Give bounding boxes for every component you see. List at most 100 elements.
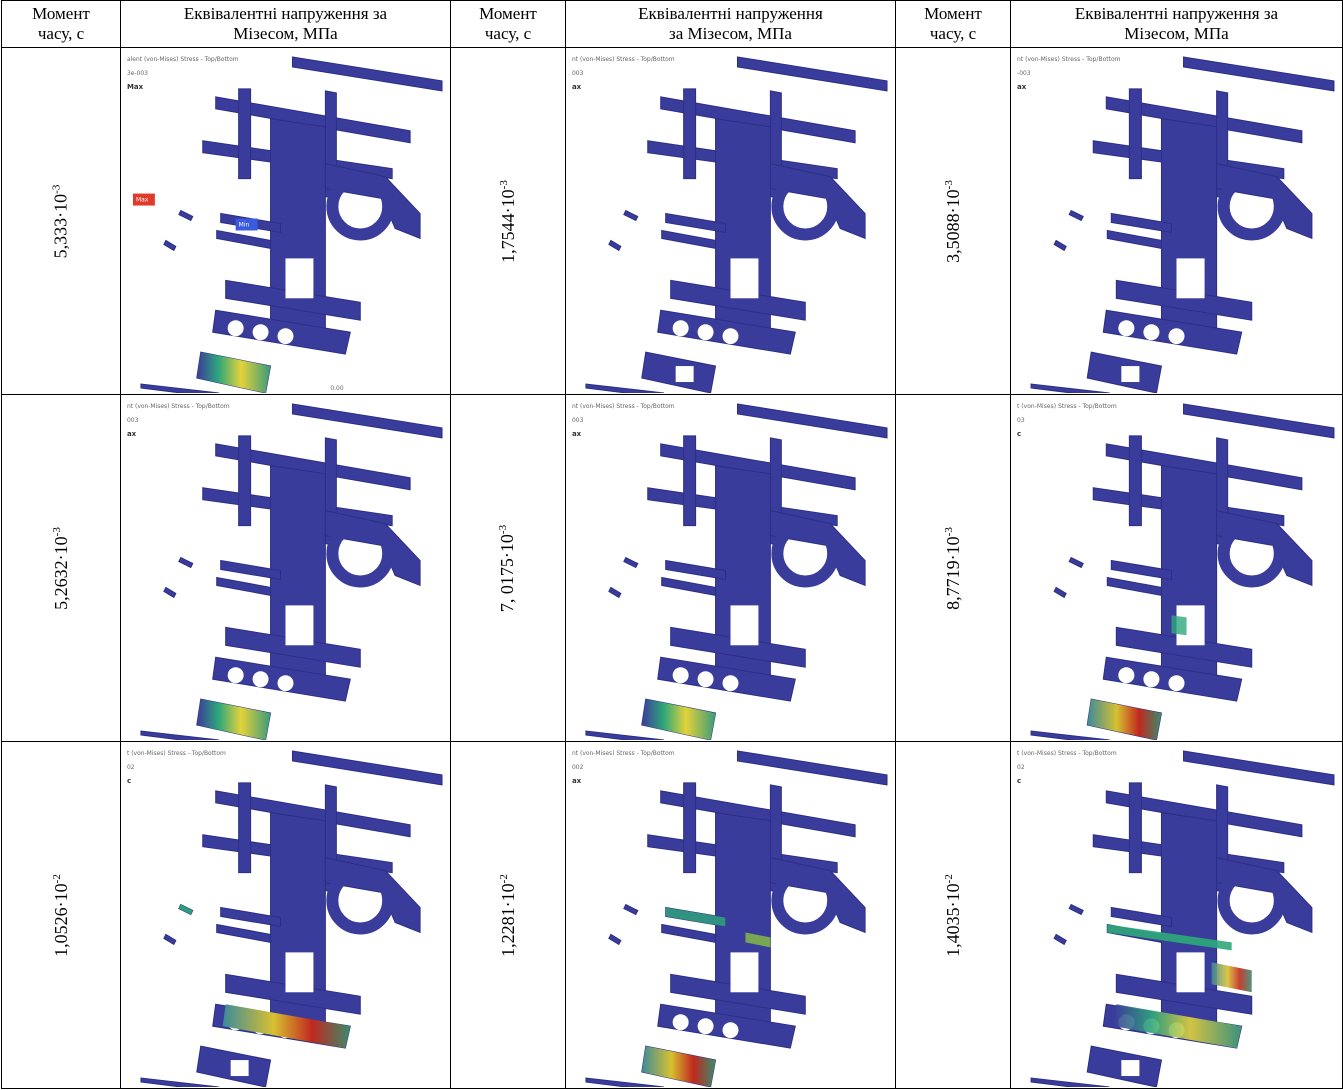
header-text: Момент bbox=[479, 4, 537, 23]
table-body: 5,333·10-3 alent (von-Mises) Stress - Top… bbox=[1, 47, 1343, 1089]
time-exponent: -3 bbox=[50, 526, 63, 536]
caption: nt (von-Mises) Stress - Top/Bottom bbox=[572, 403, 675, 410]
header-cell: Момент часу, с bbox=[450, 0, 566, 48]
caption-line: 02 bbox=[1017, 764, 1025, 771]
header-cell: Еквівалентні напруження за Мізесом, МПа bbox=[120, 0, 451, 48]
max-label: c bbox=[1017, 430, 1021, 438]
time-base: 1,2281·10 bbox=[497, 882, 518, 957]
time-base: 3,5088·10 bbox=[942, 188, 963, 263]
caption-line: -003 bbox=[1017, 70, 1031, 77]
stress-render: nt (von-Mises) Stress - Top/Bottom -003 ax bbox=[1017, 49, 1342, 393]
stress-render: t (von-Mises) Stress - Top/Bottom 03 c bbox=[1017, 396, 1342, 740]
time-cell: 5,333·10-3 bbox=[1, 47, 121, 395]
caption: t (von-Mises) Stress - Top/Bottom bbox=[127, 750, 226, 757]
image-cell: nt (von-Mises) Stress - Top/Bottom -003 ax bbox=[1010, 47, 1343, 395]
image-cell: t (von-Mises) Stress - Top/Bottom 02 c bbox=[120, 741, 451, 1089]
caption: nt (von-Mises) Stress - Top/Bottom bbox=[1017, 56, 1121, 63]
stress-zone bbox=[196, 699, 271, 740]
max-label: c bbox=[1017, 777, 1021, 785]
stress-zone bbox=[1171, 615, 1187, 636]
max-label: ax bbox=[572, 430, 582, 438]
stress-zone bbox=[665, 907, 726, 927]
header-text: Мізесом, МПа bbox=[1124, 24, 1229, 43]
stress-zone bbox=[178, 904, 193, 915]
header-text: Момент bbox=[924, 4, 982, 23]
caption: nt (von-Mises) Stress - Top/Bottom bbox=[127, 403, 230, 410]
caption-line: 003 bbox=[572, 417, 584, 424]
caption: t (von-Mises) Stress - Top/Bottom bbox=[1017, 750, 1117, 757]
stress-zone bbox=[222, 1004, 351, 1049]
time-base: 1,0526·10 bbox=[50, 882, 71, 957]
time-exponent: -3 bbox=[497, 524, 510, 534]
model bbox=[586, 751, 887, 1087]
table-row: 5,2632·10-3 nt (von-Mises) Stress - Top/B… bbox=[1, 394, 1343, 742]
header-cell: Еквівалентні напруження за Мізесом, МПа bbox=[565, 0, 896, 48]
header-text: за Мізесом, МПа bbox=[669, 24, 792, 43]
max-label: c bbox=[127, 777, 131, 785]
model bbox=[141, 57, 442, 393]
time-base: 5,2632·10 bbox=[50, 535, 71, 610]
header-text: часу, с bbox=[37, 24, 85, 43]
header-cell: Момент часу, с bbox=[895, 0, 1011, 48]
time-exponent: -3 bbox=[50, 184, 63, 194]
stress-zone bbox=[745, 932, 771, 948]
time-cell: 1,2281·10-2 bbox=[450, 741, 566, 1089]
image-cell: nt (von-Mises) Stress - Top/Bottom 003 ax bbox=[565, 394, 896, 742]
time-exponent: -3 bbox=[942, 526, 955, 536]
max-label: ax bbox=[572, 83, 582, 91]
time-value: 8,7719·10-3 bbox=[942, 527, 963, 610]
time-base: 5,333·10 bbox=[50, 193, 71, 258]
probe-label: Max bbox=[136, 197, 149, 204]
image-cell: nt (von-Mises) Stress - Top/Bottom 002 ax bbox=[565, 741, 896, 1089]
stress-zone bbox=[196, 352, 271, 393]
model bbox=[586, 57, 887, 393]
stress-render: nt (von-Mises) Stress - Top/Bottom 003 ax bbox=[127, 396, 450, 740]
time-exponent: -3 bbox=[497, 179, 510, 189]
time-value: 1,4035·10-2 bbox=[942, 874, 963, 957]
image-cell: alent (von-Mises) Stress - Top/Bottom 3e-… bbox=[120, 47, 451, 395]
scale-label: 0.00 bbox=[330, 385, 343, 392]
caption-line: 02 bbox=[127, 764, 135, 771]
stress-render: t (von-Mises) Stress - Top/Bottom 02 c bbox=[127, 743, 450, 1087]
probe-label: Min bbox=[239, 221, 250, 228]
caption: t (von-Mises) Stress - Top/Bottom bbox=[1017, 403, 1117, 410]
image-cell: nt (von-Mises) Stress - Top/Bottom 003 ax bbox=[565, 47, 896, 395]
caption-line: 03 bbox=[1017, 417, 1025, 424]
time-base: 7, 0175·10 bbox=[497, 533, 518, 612]
header-text: часу, с bbox=[484, 24, 532, 43]
max-label: Max bbox=[127, 83, 144, 91]
time-exponent: -2 bbox=[942, 873, 955, 883]
table-row: 5,333·10-3 alent (von-Mises) Stress - Top… bbox=[1, 47, 1343, 395]
stress-render: nt (von-Mises) Stress - Top/Bottom 003 ax bbox=[572, 49, 895, 393]
image-cell: t (von-Mises) Stress - Top/Bottom 03 c bbox=[1010, 394, 1343, 742]
model bbox=[1031, 57, 1334, 393]
header-text: Еквівалентні напруження за bbox=[183, 4, 388, 23]
stress-render: nt (von-Mises) Stress - Top/Bottom 003 ax bbox=[572, 396, 895, 740]
header-cell: Еквівалентні напруження за Мізесом, МПа bbox=[1010, 0, 1343, 48]
stress-render: nt (von-Mises) Stress - Top/Bottom 002 ax bbox=[572, 743, 895, 1087]
stress-zone bbox=[1107, 924, 1232, 951]
time-cell: 3,5088·10-3 bbox=[895, 47, 1011, 395]
image-cell: t (von-Mises) Stress - Top/Bottom 02 c bbox=[1010, 741, 1343, 1089]
max-label: ax bbox=[127, 430, 137, 438]
caption: alent (von-Mises) Stress - Top/Bottom bbox=[127, 56, 239, 63]
time-cell: 8,7719·10-3 bbox=[895, 394, 1011, 742]
time-value: 7, 0175·10-3 bbox=[497, 524, 518, 611]
image-cell: nt (von-Mises) Stress - Top/Bottom 003 ax bbox=[120, 394, 451, 742]
max-label: ax bbox=[1017, 83, 1027, 91]
stress-zone bbox=[641, 1046, 716, 1087]
time-base: 1,4035·10 bbox=[942, 882, 963, 957]
probe-flag bbox=[132, 193, 155, 206]
header-text: часу, с bbox=[929, 24, 977, 43]
time-value: 5,333·10-3 bbox=[50, 184, 71, 258]
time-value: 1,7544·10-3 bbox=[497, 180, 518, 263]
time-base: 1,7544·10 bbox=[497, 188, 518, 263]
model bbox=[1031, 404, 1334, 740]
time-cell: 5,2632·10-3 bbox=[1, 394, 121, 742]
caption-line: 003 bbox=[572, 70, 584, 77]
stress-zone bbox=[1113, 1004, 1242, 1049]
time-value: 1,0526·10-2 bbox=[50, 874, 71, 957]
time-cell: 1,0526·10-2 bbox=[1, 741, 121, 1089]
